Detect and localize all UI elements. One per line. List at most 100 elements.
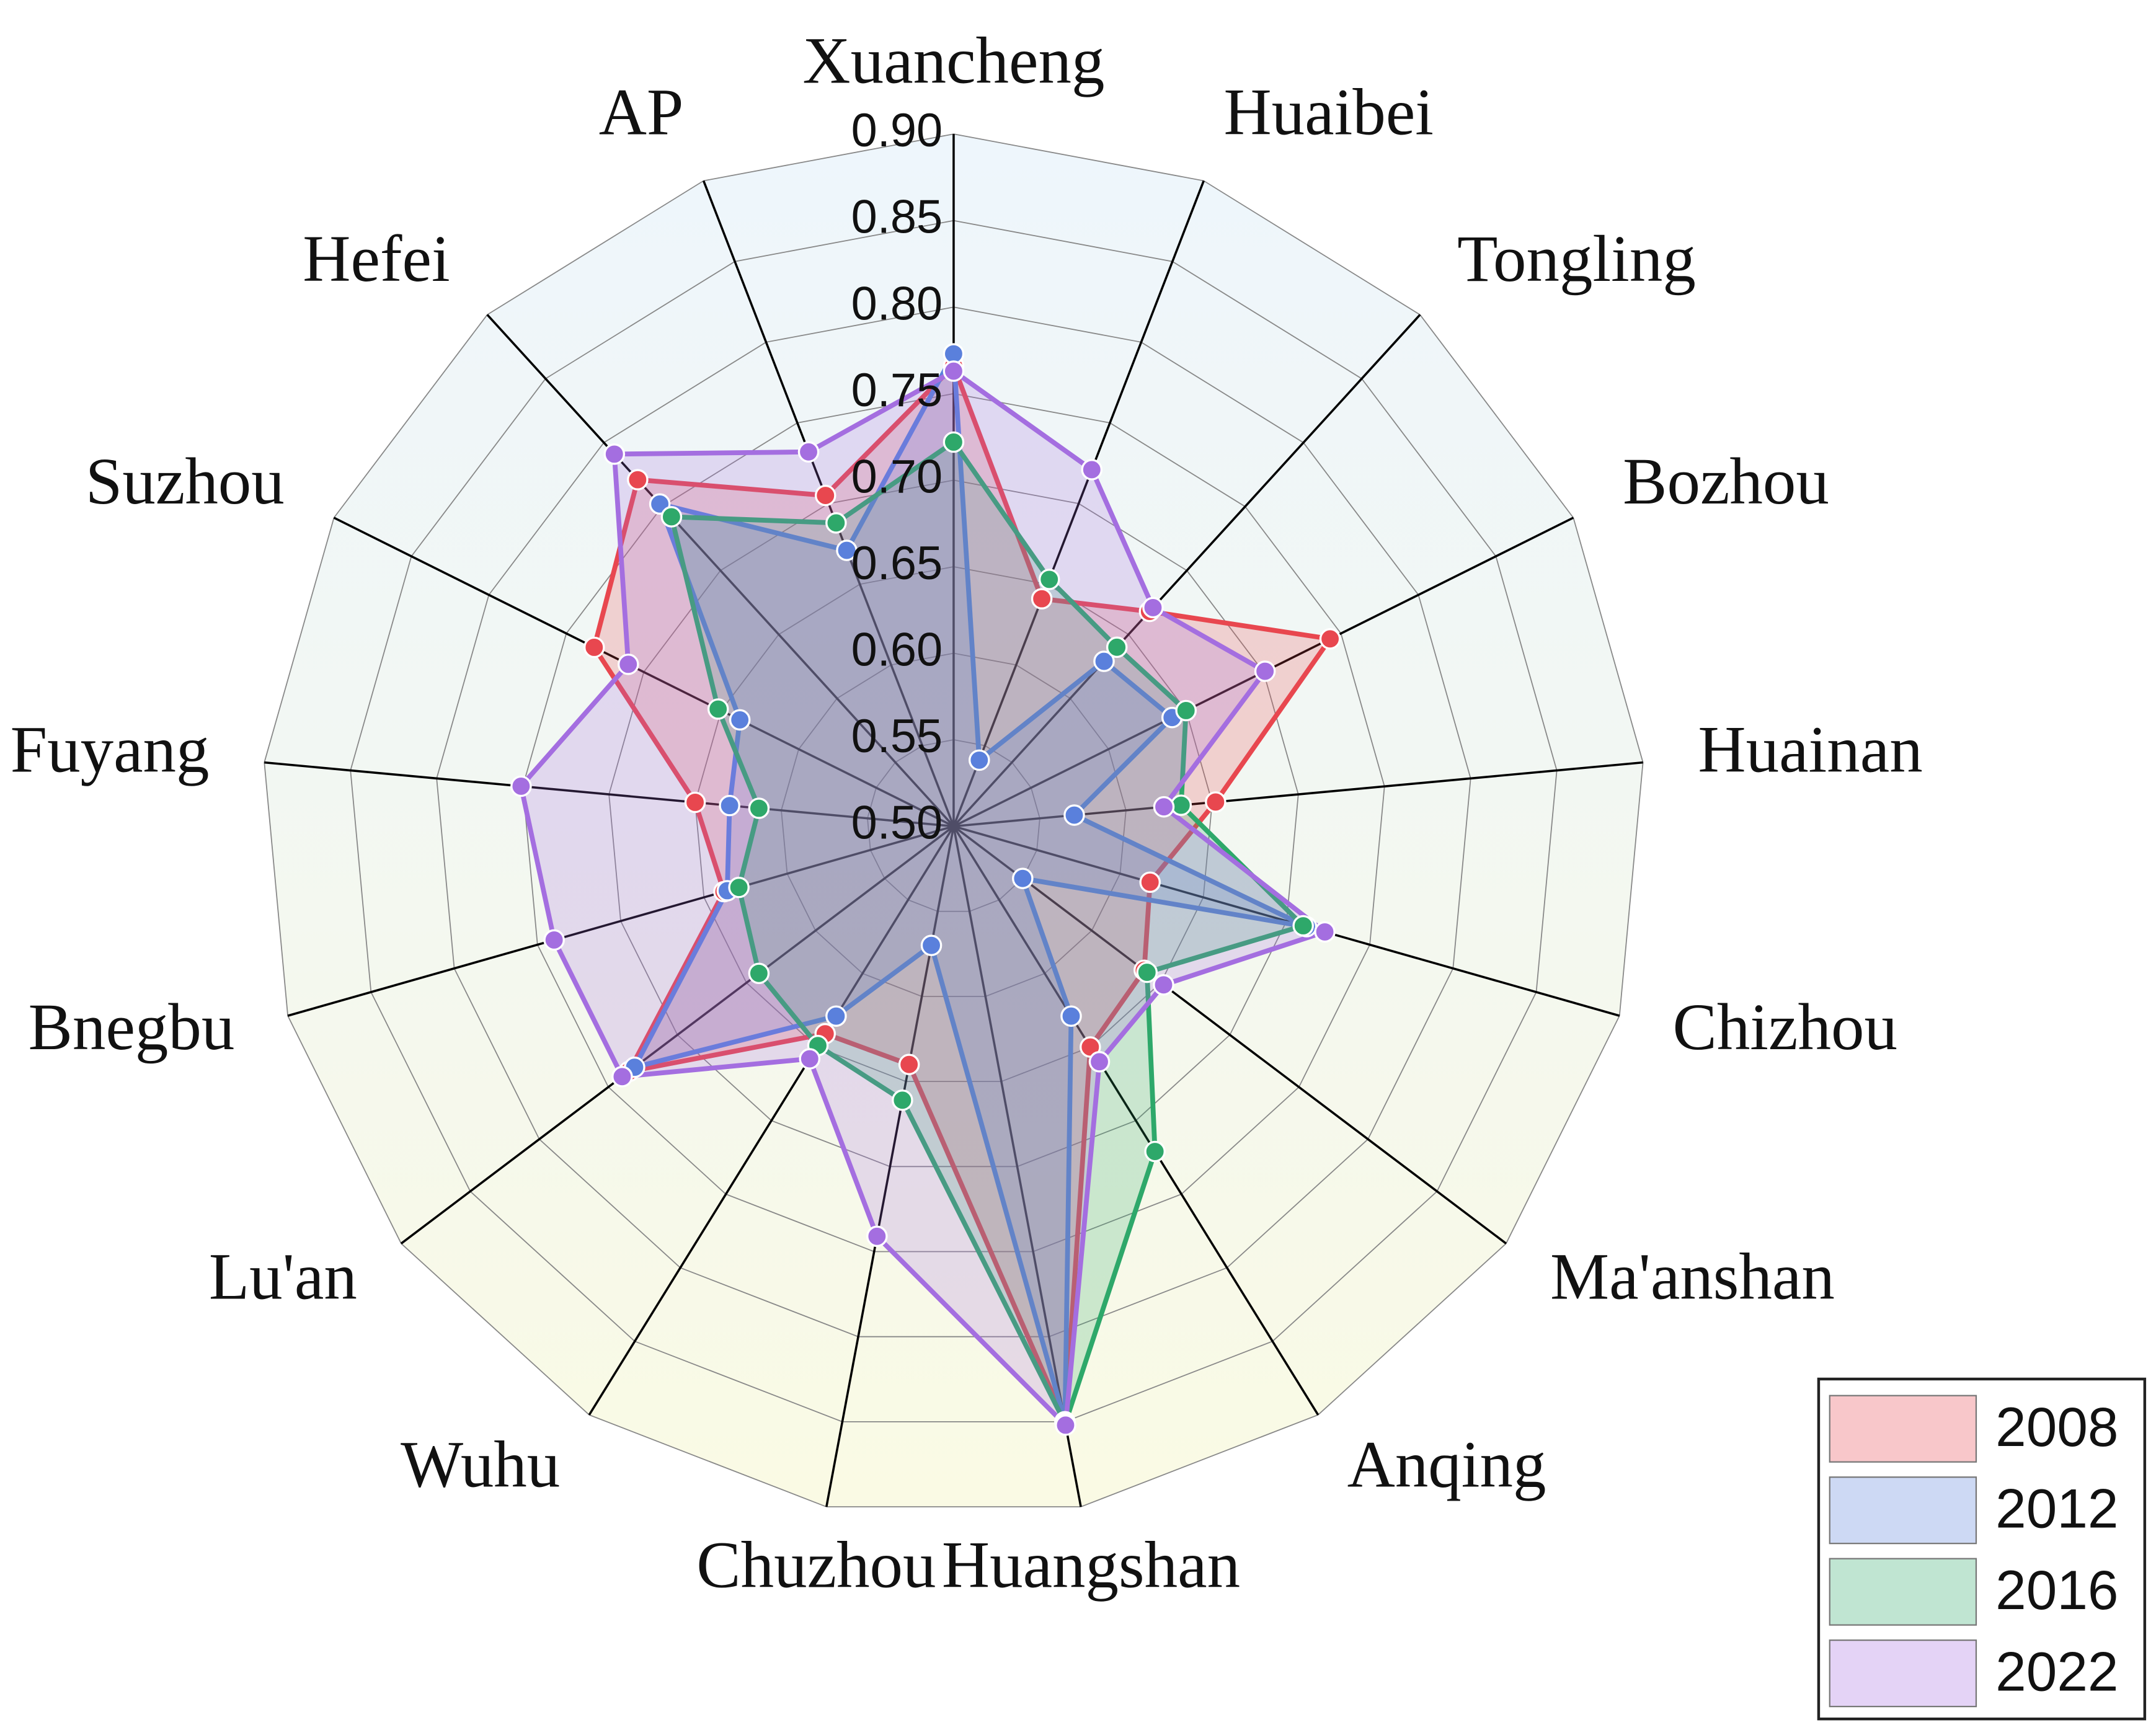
category-label: Bozhou: [1623, 445, 1829, 518]
data-point: [684, 791, 706, 814]
category-label: Suzhou: [86, 445, 285, 518]
data-point: [1031, 588, 1053, 610]
data-point: [1205, 791, 1227, 813]
tick-label: 0.80: [851, 277, 943, 330]
category-label: Ma'anshan: [1550, 1240, 1835, 1313]
data-point: [660, 506, 683, 528]
legend-swatch: [1829, 1476, 1977, 1545]
category-label: Lu'an: [209, 1240, 357, 1313]
data-point: [583, 636, 605, 659]
data-point: [603, 443, 626, 465]
category-label: Chizhou: [1673, 991, 1897, 1064]
tick-label: 0.55: [851, 710, 943, 763]
data-point: [1136, 961, 1158, 983]
data-point: [719, 794, 740, 817]
grid-ring: [781, 652, 1127, 997]
data-point: [814, 484, 836, 507]
data-point: [627, 469, 649, 490]
legend-box: [1817, 1377, 2147, 1721]
legend-label: 2008: [1995, 1396, 2118, 1458]
data-point: [1319, 628, 1341, 650]
data-point: [1038, 569, 1060, 590]
data-point: [892, 1089, 913, 1111]
data-point: [510, 775, 532, 797]
series-area: [668, 440, 1306, 1426]
data-point: [1139, 871, 1161, 894]
category-label: Huaibei: [1223, 76, 1434, 149]
axis-spoke: [333, 517, 954, 828]
category-label: Tongling: [1457, 223, 1696, 296]
data-point: [866, 1225, 888, 1248]
grid-ring: [350, 220, 1558, 1422]
data-point: [748, 797, 770, 819]
series-area: [592, 363, 1333, 1424]
axis-spoke: [952, 180, 1205, 827]
legend-label: 2022: [1995, 1641, 2118, 1703]
data-point: [1093, 650, 1115, 672]
grid-ring: [867, 739, 1040, 912]
tick-label: 0.70: [851, 450, 943, 503]
data-point: [898, 1054, 920, 1075]
axis-spoke: [287, 825, 954, 1017]
category-label: Huangshan: [942, 1529, 1240, 1602]
axis-spoke: [952, 825, 1507, 1244]
data-point: [825, 1005, 847, 1027]
axis-spoke: [952, 314, 1421, 827]
grid-ring: [264, 133, 1644, 1507]
legend-swatch: [1829, 1558, 1977, 1626]
tick-label: 0.60: [851, 624, 943, 676]
grid-ring: [436, 306, 1471, 1337]
axis-spoke: [952, 826, 1082, 1507]
data-point: [1142, 597, 1164, 619]
data-point: [1153, 796, 1175, 818]
category-label: Fuyang: [11, 713, 210, 786]
category-label: Wuhu: [401, 1428, 560, 1501]
data-point: [1063, 804, 1085, 826]
data-point: [799, 1048, 821, 1070]
data-point: [836, 539, 858, 561]
data-point: [943, 431, 965, 453]
data-point: [1175, 699, 1197, 722]
series-area: [632, 351, 1309, 1424]
category-label: Chuzhou: [696, 1529, 936, 1602]
axis-spoke: [952, 825, 1320, 1416]
data-point: [617, 654, 639, 675]
data-point: [543, 929, 565, 951]
tick-label: 0.65: [851, 537, 943, 590]
data-point: [748, 962, 770, 985]
axis-spoke: [400, 825, 955, 1244]
data-point: [943, 360, 965, 382]
data-point: [1060, 1005, 1082, 1027]
legend-swatch: [1829, 1639, 1977, 1708]
data-point: [1153, 974, 1174, 996]
category-label: Bnegbu: [29, 991, 235, 1064]
tick-label: 0.85: [851, 191, 943, 244]
data-point: [969, 749, 990, 771]
data-point: [611, 1066, 633, 1088]
axis-spoke: [588, 825, 955, 1416]
data-point: [1292, 915, 1314, 937]
data-point: [1144, 1140, 1166, 1163]
data-point: [1081, 459, 1103, 481]
tick-label: 0.75: [851, 364, 943, 417]
legend-label: 2016: [1995, 1559, 2118, 1621]
axis-spoke: [264, 761, 954, 828]
category-label: Xuancheng: [802, 25, 1104, 98]
data-point: [797, 441, 820, 463]
legend-swatch: [1829, 1395, 1977, 1463]
data-point: [920, 934, 943, 956]
data-point: [707, 698, 729, 720]
category-label: Huainan: [1698, 713, 1922, 786]
data-point: [1106, 636, 1128, 659]
tick-label: 0.50: [851, 797, 943, 849]
data-point: [1055, 1414, 1076, 1436]
series-area: [518, 368, 1328, 1428]
data-point: [1088, 1051, 1111, 1073]
data-point: [1314, 921, 1336, 943]
data-point: [729, 709, 751, 731]
data-point: [1254, 660, 1276, 682]
legend-label: 2012: [1995, 1478, 2118, 1540]
category-label: Anqing: [1347, 1428, 1546, 1501]
data-point: [825, 512, 847, 534]
